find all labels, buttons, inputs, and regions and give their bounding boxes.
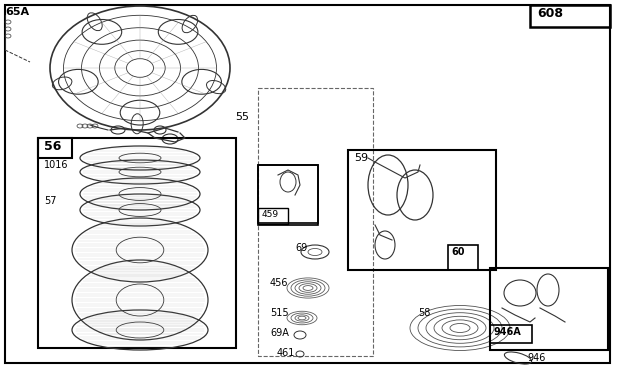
Text: 55: 55 <box>235 112 249 122</box>
Bar <box>490 268 608 350</box>
Text: 946: 946 <box>527 353 546 363</box>
Text: 57: 57 <box>44 196 56 206</box>
Text: 56: 56 <box>44 140 61 153</box>
Bar <box>38 138 236 348</box>
Text: 58: 58 <box>418 308 430 318</box>
Text: 60: 60 <box>451 247 464 257</box>
Bar <box>258 165 318 225</box>
Text: 65A: 65A <box>5 7 29 17</box>
Text: 456: 456 <box>270 278 288 288</box>
Text: 459: 459 <box>262 210 279 219</box>
Bar <box>348 150 496 270</box>
Bar <box>38 138 72 158</box>
Text: 69A: 69A <box>270 328 289 338</box>
Text: 59: 59 <box>354 153 368 163</box>
Bar <box>258 165 318 223</box>
Text: 608: 608 <box>537 7 563 20</box>
Bar <box>490 325 532 343</box>
Bar <box>448 245 478 270</box>
Bar <box>530 5 610 27</box>
Text: 515: 515 <box>270 308 289 318</box>
Bar <box>258 208 288 224</box>
Bar <box>258 88 373 356</box>
Text: 946A: 946A <box>493 327 521 337</box>
Text: 461: 461 <box>277 348 295 358</box>
Text: 69: 69 <box>295 243 308 253</box>
Text: 1016: 1016 <box>44 160 68 170</box>
